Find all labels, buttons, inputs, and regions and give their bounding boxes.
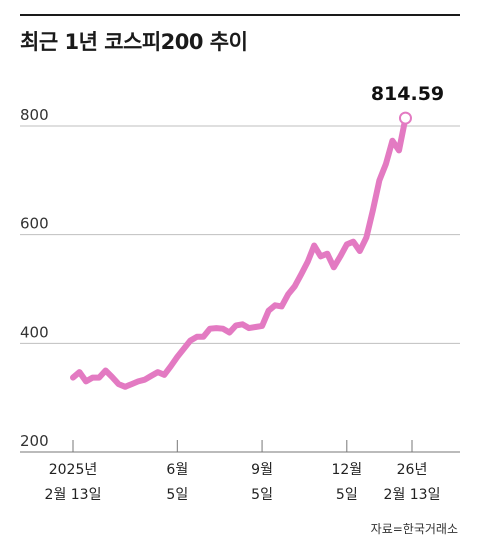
series-line-0 bbox=[70, 115, 409, 390]
x-ticks: 2025년 2월 13일 6월 5일 9월 5일 12월 5일 26년 2월 13일 bbox=[45, 440, 441, 503]
x-tick-label-line2: 5일 bbox=[336, 487, 358, 503]
x-tick-label-line1: 26년 bbox=[397, 462, 428, 478]
x-tick-label-line2: 2월 13일 bbox=[45, 487, 102, 503]
x-tick-label-line1: 12월 bbox=[331, 462, 362, 478]
x-tick-label-line2: 5일 bbox=[166, 487, 188, 503]
top-rule bbox=[20, 14, 460, 16]
y-tick-label-800: 800 bbox=[20, 106, 49, 124]
x-tick-label-line1: 6월 bbox=[166, 462, 188, 478]
gridlines bbox=[20, 125, 460, 453]
series bbox=[70, 111, 412, 390]
x-tick-label-line2: 2월 13일 bbox=[384, 487, 441, 503]
x-tick-label-line2: 5일 bbox=[251, 487, 273, 503]
x-tick-label-line1: 2025년 bbox=[49, 462, 98, 478]
last-point-marker bbox=[398, 111, 412, 125]
x-tick-label-line1: 9월 bbox=[251, 462, 273, 478]
source-note: 자료=한국거래소 bbox=[370, 522, 458, 536]
last-value-label: 814.59 bbox=[371, 83, 444, 105]
y-tick-labels: 200 400 600 800 bbox=[20, 106, 49, 450]
chart-title: 최근 1년 코스피200 추이 bbox=[20, 30, 248, 54]
y-tick-label-200: 200 bbox=[20, 432, 49, 450]
y-tick-label-400: 400 bbox=[20, 323, 49, 341]
data-labels: 814.59 bbox=[371, 83, 444, 105]
y-tick-label-600: 600 bbox=[20, 215, 49, 233]
